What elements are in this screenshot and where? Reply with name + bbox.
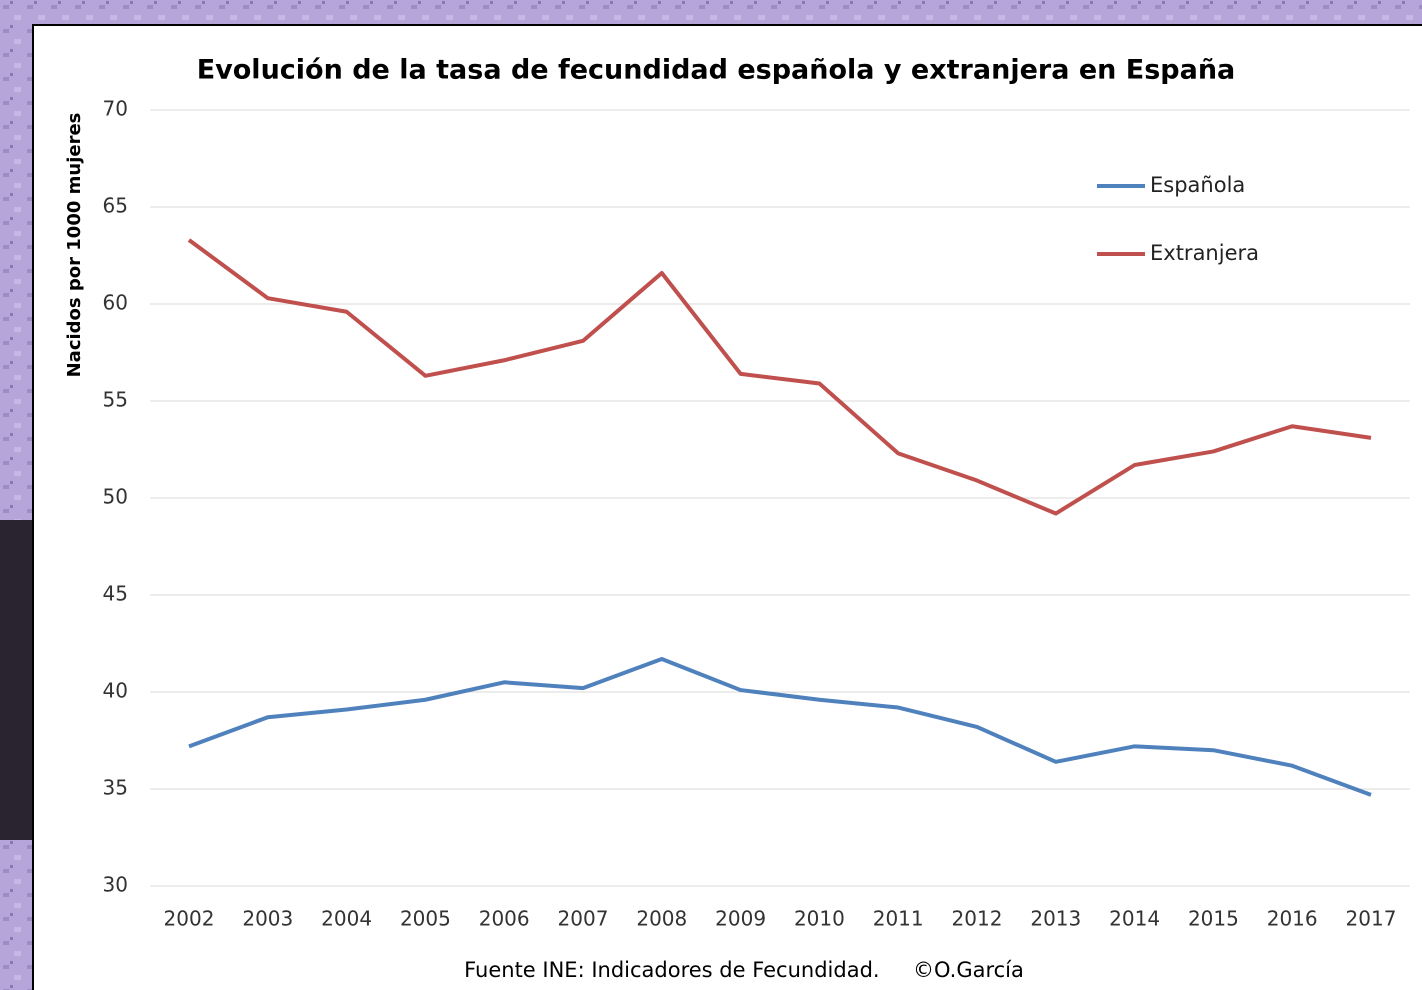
y-tick-label: 60 xyxy=(103,291,128,315)
y-tick-label: 30 xyxy=(103,873,128,897)
x-tick-label: 2014 xyxy=(1109,907,1160,931)
background-dark xyxy=(0,520,33,840)
x-tick-label: 2005 xyxy=(400,907,451,931)
y-tick-label: 70 xyxy=(103,97,128,121)
x-tick-label: 2011 xyxy=(873,907,924,931)
x-tick-label: 2006 xyxy=(479,907,530,931)
x-tick-label: 2010 xyxy=(794,907,845,931)
x-tick-label: 2007 xyxy=(558,907,609,931)
x-tick-label: 2003 xyxy=(242,907,293,931)
series-line xyxy=(188,657,1372,797)
x-tick-label: 2012 xyxy=(952,907,1003,931)
y-tick-label: 65 xyxy=(103,194,128,218)
chart-panel xyxy=(32,24,1422,990)
x-tick-label: 2013 xyxy=(1030,907,1081,931)
chart-title: Evolución de la tasa de fecundidad españ… xyxy=(197,55,1236,86)
series-line xyxy=(187,238,1372,516)
legend-label: Española xyxy=(1150,173,1245,197)
x-tick-label: 2002 xyxy=(164,907,215,931)
x-tick-label: 2009 xyxy=(715,907,766,931)
x-tick-label: 2015 xyxy=(1188,907,1239,931)
x-tick-label: 2004 xyxy=(321,907,372,931)
x-tick-label: 2008 xyxy=(636,907,687,931)
x-tick-label: 2017 xyxy=(1346,907,1397,931)
y-tick-label: 35 xyxy=(103,776,128,800)
y-tick-label: 40 xyxy=(103,679,128,703)
y-axis-label: Nacidos por 1000 mujeres xyxy=(64,113,85,378)
y-tick-label: 45 xyxy=(103,582,128,606)
x-tick-label: 2016 xyxy=(1267,907,1318,931)
y-tick-label: 55 xyxy=(103,388,128,412)
legend-label: Extranjera xyxy=(1150,241,1259,265)
y-tick-label: 50 xyxy=(103,485,128,509)
source-note: Fuente INE: Indicadores de Fecundidad. ©… xyxy=(464,958,1024,982)
